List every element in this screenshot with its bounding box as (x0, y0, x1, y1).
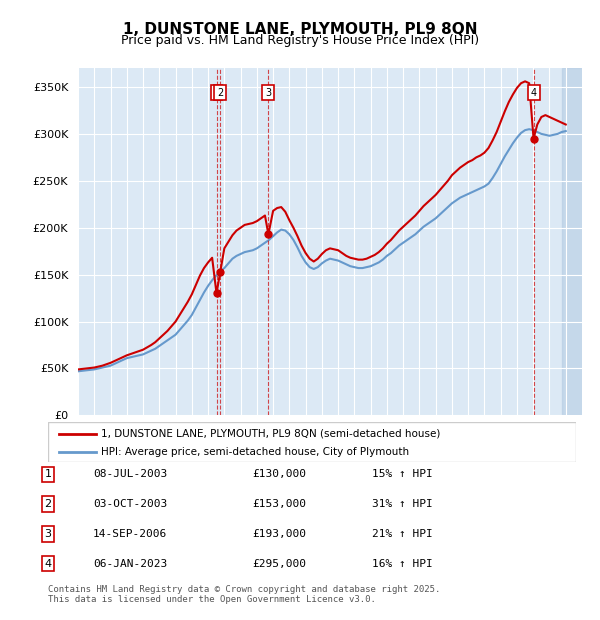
Text: £153,000: £153,000 (252, 499, 306, 509)
Text: 1, DUNSTONE LANE, PLYMOUTH, PL9 8QN: 1, DUNSTONE LANE, PLYMOUTH, PL9 8QN (123, 22, 477, 37)
FancyBboxPatch shape (48, 422, 576, 462)
Text: 06-JAN-2023: 06-JAN-2023 (93, 559, 167, 569)
Text: 16% ↑ HPI: 16% ↑ HPI (372, 559, 433, 569)
Text: 3: 3 (265, 87, 271, 97)
Text: 21% ↑ HPI: 21% ↑ HPI (372, 529, 433, 539)
Text: 1: 1 (214, 87, 220, 97)
Text: 03-OCT-2003: 03-OCT-2003 (93, 499, 167, 509)
Text: 4: 4 (44, 559, 52, 569)
Text: Price paid vs. HM Land Registry's House Price Index (HPI): Price paid vs. HM Land Registry's House … (121, 34, 479, 47)
Text: 15% ↑ HPI: 15% ↑ HPI (372, 469, 433, 479)
Text: HPI: Average price, semi-detached house, City of Plymouth: HPI: Average price, semi-detached house,… (101, 447, 409, 457)
Text: £193,000: £193,000 (252, 529, 306, 539)
Text: 14-SEP-2006: 14-SEP-2006 (93, 529, 167, 539)
Text: 4: 4 (530, 87, 536, 97)
Text: £295,000: £295,000 (252, 559, 306, 569)
Text: 2: 2 (44, 499, 52, 509)
Text: 3: 3 (44, 529, 52, 539)
Text: Contains HM Land Registry data © Crown copyright and database right 2025.
This d: Contains HM Land Registry data © Crown c… (48, 585, 440, 604)
Bar (562, 68, 582, 415)
Text: 1: 1 (44, 469, 52, 479)
Text: 1, DUNSTONE LANE, PLYMOUTH, PL9 8QN (semi-detached house): 1, DUNSTONE LANE, PLYMOUTH, PL9 8QN (sem… (101, 428, 440, 439)
Text: 08-JUL-2003: 08-JUL-2003 (93, 469, 167, 479)
Text: 2: 2 (217, 87, 223, 97)
Text: £130,000: £130,000 (252, 469, 306, 479)
Text: 31% ↑ HPI: 31% ↑ HPI (372, 499, 433, 509)
